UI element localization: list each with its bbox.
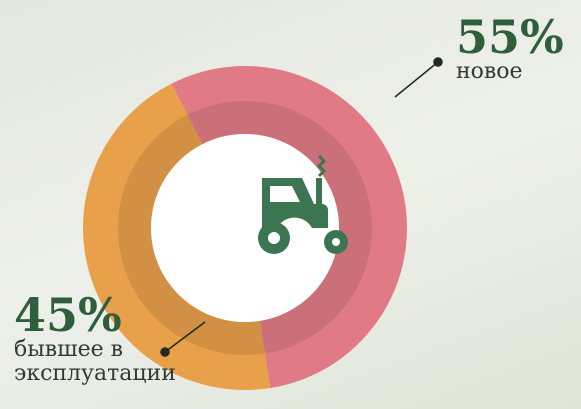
label-used: 45% бывшее в эксплуатации <box>14 292 284 386</box>
category-label: бывшее в эксплуатации <box>14 338 214 386</box>
value-label: 45% <box>14 292 284 338</box>
label-new: 55% новое <box>456 14 564 84</box>
infographic: 55% новое 45% бывшее в эксплуатации <box>0 0 581 409</box>
value-label: 55% <box>456 14 564 60</box>
